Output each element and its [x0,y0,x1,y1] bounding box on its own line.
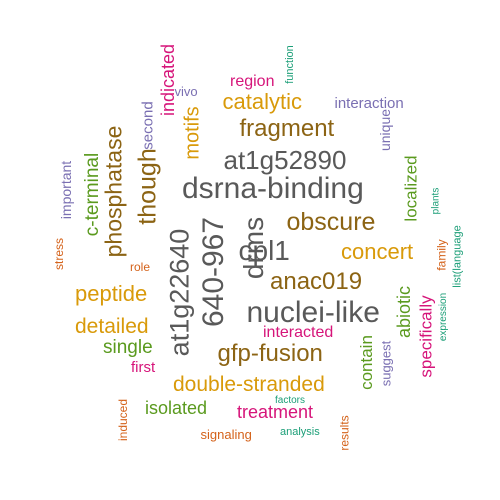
word-at1g52890: at1g52890 [223,145,347,175]
word-factors: factors [275,395,306,406]
word-anac019: anac019 [270,268,363,295]
word-treatment: treatment [237,402,314,422]
word-motifs: motifs [181,106,204,160]
word-though: though [133,147,162,225]
word-640-967: 640-967 [197,216,231,328]
word-family: family [434,239,449,271]
word-interacted: interacted [263,324,334,341]
word-first: first [131,358,156,376]
word-function: function [283,44,296,84]
word-important: important [58,160,75,220]
word-second: second [139,100,157,150]
word-cpl1: cpl1 [238,235,290,266]
word-catalytic: catalytic [222,89,302,114]
word-abiotic: abiotic [394,285,415,339]
word-interaction: interaction [334,94,404,112]
word-single: single [103,336,153,358]
word-gfp-fusion: gfp-fusion [217,340,323,367]
word-detailed: detailed [75,314,149,338]
word-signaling: signaling [200,426,252,442]
word-c-terminal: c-terminal [81,152,103,236]
word-list-language: list(language [451,224,464,288]
word-indicated: indicated [158,43,179,117]
word-concert: concert [341,239,414,264]
word-nuclei-like: nuclei-like [246,296,380,329]
word-drms: drms [238,216,270,280]
word-fragment: fragment [239,115,335,142]
word-vivo: vivo [174,83,198,99]
word-double-stranded: double-stranded [173,372,325,396]
word-isolated: isolated [145,398,208,418]
word-region: region [230,73,275,90]
word-phosphatase: phosphatase [100,125,127,257]
word-dsrna-binding: dsrna-binding [182,172,364,205]
word-contain: contain [356,334,376,390]
word-localized: localized [401,154,421,222]
word-analysis: analysis [280,425,320,438]
word-role: role [130,260,151,274]
word-unique: unique [377,108,394,152]
word-suggest: suggest [378,340,394,386]
word-plants: plants [429,187,441,215]
word-peptide: peptide [75,281,148,306]
word-expression: expression [438,292,450,342]
word-results: results [337,415,352,451]
word-specifically: specifically [416,294,436,378]
word-at1g22640: at1g22640 [164,228,195,356]
word-obscure: obscure [286,207,376,236]
word-induced: induced [116,398,131,442]
word-stress: stress [52,237,67,271]
